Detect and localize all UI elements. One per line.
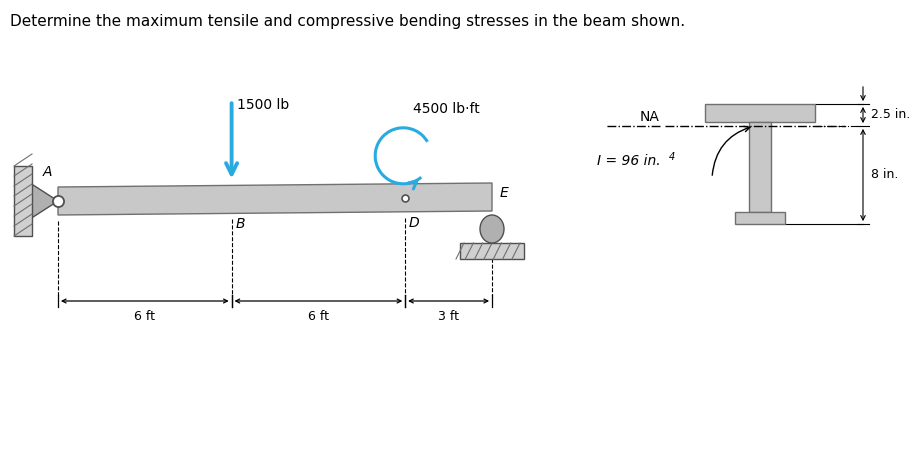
Text: 6 ft: 6 ft xyxy=(134,310,155,323)
Bar xyxy=(14,166,32,236)
Bar xyxy=(460,243,524,259)
Text: 6 ft: 6 ft xyxy=(308,310,329,323)
Text: NA: NA xyxy=(640,110,659,124)
Text: 1500 lb: 1500 lb xyxy=(236,98,289,112)
Text: B: B xyxy=(235,217,244,231)
Text: A: A xyxy=(42,165,52,179)
Polygon shape xyxy=(30,183,58,219)
Text: 2.5 in.: 2.5 in. xyxy=(870,109,909,122)
Text: I = 96 in.: I = 96 in. xyxy=(596,154,660,168)
Polygon shape xyxy=(58,183,492,215)
Text: E: E xyxy=(499,186,508,200)
Bar xyxy=(704,104,814,122)
Text: 8 in.: 8 in. xyxy=(870,168,897,181)
Bar xyxy=(734,212,784,224)
Text: Determine the maximum tensile and compressive bending stresses in the beam shown: Determine the maximum tensile and compre… xyxy=(10,14,685,29)
Bar xyxy=(748,122,770,212)
Text: 4500 lb·ft: 4500 lb·ft xyxy=(413,102,480,116)
Text: 4: 4 xyxy=(668,152,675,162)
Text: 3 ft: 3 ft xyxy=(437,310,459,323)
Text: D: D xyxy=(408,216,418,230)
Ellipse shape xyxy=(480,215,504,243)
